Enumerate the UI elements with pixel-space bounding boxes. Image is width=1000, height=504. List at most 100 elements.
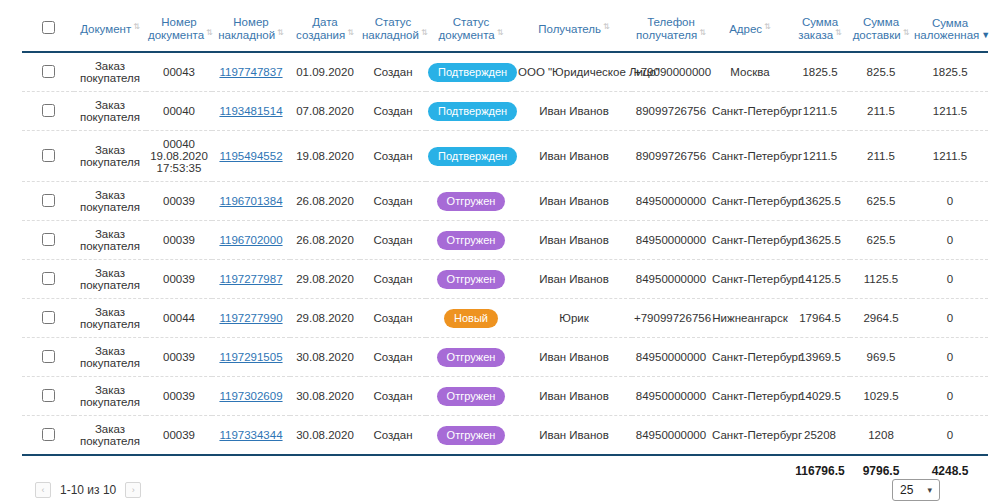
document-type: Заказ покупателя bbox=[74, 260, 146, 299]
invoice-status: Создан bbox=[360, 52, 426, 92]
created-date: 26.08.2020 bbox=[290, 182, 360, 221]
recipient: Иван Иванов bbox=[516, 416, 632, 456]
table-row: Заказ покупателя 00039 1197277987 29.08.… bbox=[22, 260, 988, 299]
col-header-recipient[interactable]: Получатель⇅ bbox=[516, 8, 632, 52]
document-status-badge: Отгружен bbox=[437, 387, 506, 406]
invoice-number-link[interactable]: 1197277987 bbox=[219, 273, 282, 285]
row-checkbox[interactable] bbox=[42, 194, 55, 207]
invoice-number-link[interactable]: 1197334344 bbox=[219, 429, 282, 441]
invoice-number-link[interactable]: 1193481514 bbox=[219, 105, 282, 117]
select-all-cell bbox=[22, 8, 74, 52]
row-checkbox[interactable] bbox=[42, 233, 55, 246]
invoice-number-link[interactable]: 1197291505 bbox=[219, 351, 282, 363]
recipient: ООО "Юридическое Лицо" bbox=[516, 52, 632, 92]
table-footer: ‹ 1-10 из 10 › 25 ▾ bbox=[0, 478, 1000, 502]
chevron-down-icon: ▾ bbox=[927, 485, 932, 495]
row-checkbox[interactable] bbox=[42, 389, 55, 402]
recipient: Иван Иванов bbox=[516, 221, 632, 260]
sort-icon[interactable]: ⇅ bbox=[764, 22, 771, 31]
order-sum: 17964.5 bbox=[790, 299, 850, 338]
sort-icon[interactable]: ⇅ bbox=[206, 28, 213, 37]
sort-icon[interactable]: ⇅ bbox=[497, 28, 504, 37]
recipient-phone: +79099726756 bbox=[632, 299, 710, 338]
document-type: Заказ покупателя bbox=[74, 92, 146, 131]
invoice-number-link[interactable]: 1197277990 bbox=[219, 312, 282, 324]
delivery-sum: 211.5 bbox=[850, 131, 912, 182]
row-checkbox[interactable] bbox=[42, 272, 55, 285]
document-status-badge: Подтвержден bbox=[428, 102, 517, 121]
sort-icon[interactable]: ⇅ bbox=[835, 28, 842, 37]
sort-icon[interactable]: ⇅ bbox=[277, 28, 284, 37]
invoice-number-link[interactable]: 1196701384 bbox=[219, 195, 282, 207]
row-checkbox[interactable] bbox=[42, 311, 55, 324]
row-checkbox[interactable] bbox=[42, 428, 55, 441]
invoice-status: Создан bbox=[360, 299, 426, 338]
col-header-invoice-number[interactable]: Номер накладной⇅ bbox=[212, 8, 290, 52]
invoice-status: Создан bbox=[360, 221, 426, 260]
delivery-sum: 1029.5 bbox=[850, 377, 912, 416]
select-all-checkbox[interactable] bbox=[42, 21, 55, 34]
row-checkbox[interactable] bbox=[42, 149, 55, 162]
sort-icon[interactable]: ⇅ bbox=[699, 28, 706, 37]
cod-sum: 0 bbox=[912, 260, 988, 299]
col-header-cod-sum[interactable]: Сумма наложенная▼ bbox=[912, 8, 988, 52]
col-header-doc-number[interactable]: Номер документа⇅ bbox=[146, 8, 212, 52]
invoice-number-link[interactable]: 1196702000 bbox=[219, 234, 282, 246]
col-header-doc-status[interactable]: Статус документа⇅ bbox=[426, 8, 516, 52]
delivery-sum: 2964.5 bbox=[850, 299, 912, 338]
recipient: Иван Иванов bbox=[516, 182, 632, 221]
recipient: Иван Иванов bbox=[516, 377, 632, 416]
col-header-invoice-status[interactable]: Статус накладной⇅ bbox=[360, 8, 426, 52]
table-row: Заказ покупателя 00039 1197291505 30.08.… bbox=[22, 338, 988, 377]
created-date: 30.08.2020 bbox=[290, 416, 360, 456]
delivery-sum: 1125.5 bbox=[850, 260, 912, 299]
invoice-number-link[interactable]: 1197302609 bbox=[219, 390, 282, 402]
table-row: Заказ покупателя 00044 1197277990 29.08.… bbox=[22, 299, 988, 338]
recipient-phone: 84950000000 bbox=[632, 182, 710, 221]
invoice-number-link[interactable]: 1195494552 bbox=[219, 150, 282, 162]
row-checkbox[interactable] bbox=[42, 65, 55, 78]
recipient-phone: 84950000000 bbox=[632, 260, 710, 299]
document-type: Заказ покупателя bbox=[74, 377, 146, 416]
sort-icon[interactable]: ⇅ bbox=[133, 22, 140, 31]
address: Санкт-Петербург bbox=[710, 416, 790, 456]
invoice-status: Создан bbox=[360, 416, 426, 456]
col-header-delivery-sum[interactable]: Сумма доставки⇅ bbox=[850, 8, 912, 52]
page-size-select[interactable]: 25 ▾ bbox=[892, 479, 940, 501]
col-header-created-date[interactable]: Дата создания⇅ bbox=[290, 8, 360, 52]
sort-icon[interactable]: ⇅ bbox=[347, 28, 354, 37]
col-header-order-sum[interactable]: Сумма заказа⇅ bbox=[790, 8, 850, 52]
created-date: 29.08.2020 bbox=[290, 260, 360, 299]
prev-page-button[interactable]: ‹ bbox=[35, 482, 51, 498]
order-sum: 14125.5 bbox=[790, 260, 850, 299]
recipient: Юрик bbox=[516, 299, 632, 338]
invoice-number-link[interactable]: 1197747837 bbox=[219, 66, 282, 78]
row-checkbox[interactable] bbox=[42, 104, 55, 117]
table-row: Заказ покупателя 00039 1196701384 26.08.… bbox=[22, 182, 988, 221]
document-number: 00043 bbox=[146, 52, 212, 92]
cod-sum: 0 bbox=[912, 338, 988, 377]
orders-table: Документ⇅ Номер документа⇅ Номер накладн… bbox=[22, 8, 988, 486]
table-row: Заказ покупателя 00039 1196702000 26.08.… bbox=[22, 221, 988, 260]
recipient: Иван Иванов bbox=[516, 131, 632, 182]
col-header-phone[interactable]: Телефон получателя⇅ bbox=[632, 8, 710, 52]
row-checkbox[interactable] bbox=[42, 350, 55, 363]
sort-icon[interactable]: ⇅ bbox=[421, 28, 428, 37]
document-number: 00039 bbox=[146, 377, 212, 416]
address: Санкт-Петербург bbox=[710, 182, 790, 221]
sort-icon[interactable]: ⇅ bbox=[603, 22, 610, 31]
invoice-status: Создан bbox=[360, 338, 426, 377]
created-date: 01.09.2020 bbox=[290, 52, 360, 92]
address: Нижнеангарск bbox=[710, 299, 790, 338]
delivery-sum: 625.5 bbox=[850, 221, 912, 260]
col-header-address[interactable]: Адрес⇅ bbox=[710, 8, 790, 52]
next-page-button[interactable]: › bbox=[125, 482, 141, 498]
col-header-document[interactable]: Документ⇅ bbox=[74, 8, 146, 52]
document-status-badge: Отгружен bbox=[437, 426, 506, 445]
address: Санкт-Петербург bbox=[710, 131, 790, 182]
order-sum: 13625.5 bbox=[790, 221, 850, 260]
recipient-phone: 84950000000 bbox=[632, 338, 710, 377]
sort-icon[interactable]: ⇅ bbox=[903, 28, 910, 37]
address: Москва bbox=[710, 52, 790, 92]
sort-desc-icon[interactable]: ▼ bbox=[981, 30, 990, 40]
